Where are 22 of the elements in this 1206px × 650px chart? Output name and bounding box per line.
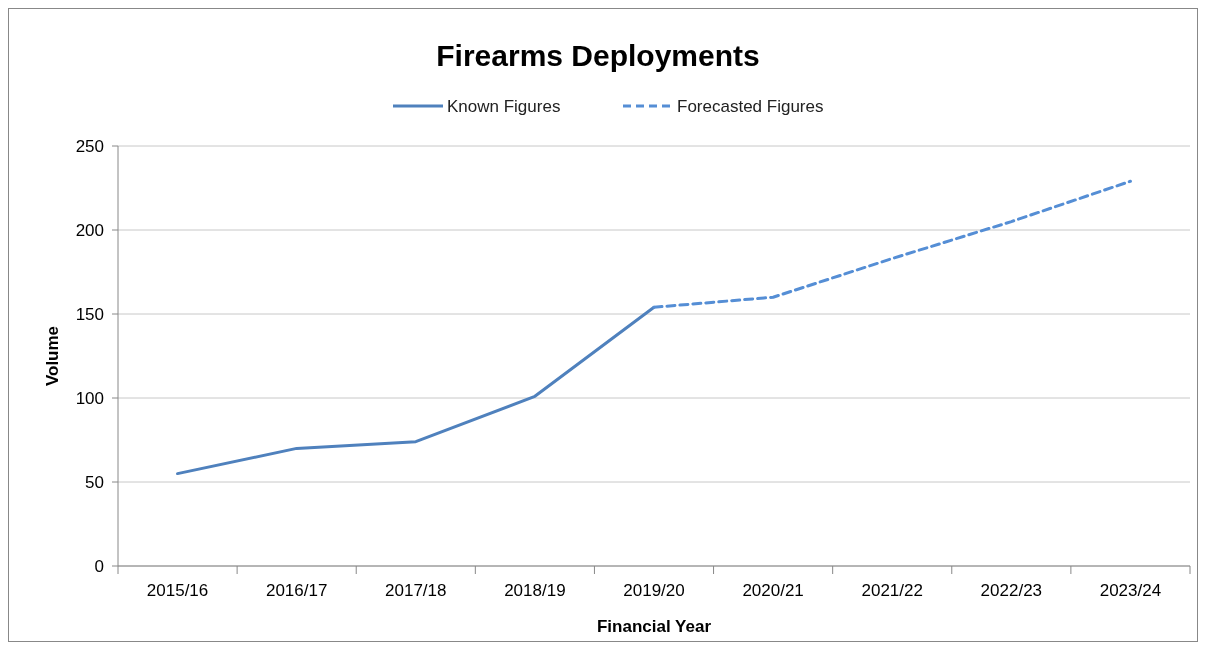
x-tick-label: 2019/20 — [623, 581, 685, 600]
x-tick-label: 2018/19 — [504, 581, 566, 600]
line-series — [652, 179, 1132, 309]
x-tick-label: 2015/16 — [146, 581, 209, 600]
x-tick-label: 2017/18 — [385, 581, 447, 600]
x-tick-label: 2016/17 — [265, 581, 328, 600]
y-tick-label: 100 — [75, 389, 104, 408]
x-tick-label: 2023/24 — [1099, 581, 1162, 600]
x-axis-title: Financial Year — [596, 617, 712, 636]
x-tick-label: 2021/22 — [861, 581, 923, 600]
legend-label: Known Figures — [447, 97, 561, 116]
y-tick-label: 200 — [75, 221, 104, 240]
y-tick-label: 250 — [75, 137, 104, 156]
x-tick-label: 2022/23 — [980, 581, 1043, 600]
y-axis-title: Volume — [43, 325, 62, 387]
legend-label: Forecasted Figures — [677, 97, 824, 116]
x-tick-label: 2020/21 — [742, 581, 804, 600]
y-tick-label: 50 — [85, 473, 104, 492]
line-series — [176, 305, 656, 476]
y-tick-label: 150 — [75, 305, 104, 324]
y-tick-label: 0 — [94, 557, 104, 576]
chart-title: Firearms Deployments — [436, 39, 760, 72]
